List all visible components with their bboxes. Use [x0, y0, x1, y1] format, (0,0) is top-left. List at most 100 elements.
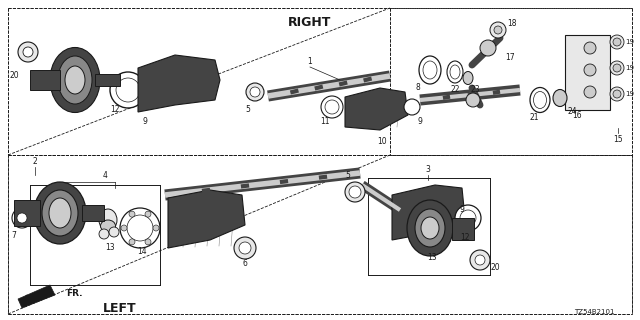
Text: 4: 4 [102, 172, 108, 180]
Circle shape [145, 211, 151, 217]
Text: 14: 14 [137, 247, 147, 257]
Ellipse shape [49, 198, 71, 228]
Ellipse shape [65, 66, 85, 94]
Text: 19: 19 [625, 65, 634, 71]
Circle shape [584, 42, 596, 54]
Bar [565, 35, 610, 110]
Circle shape [610, 61, 624, 75]
Circle shape [584, 64, 596, 76]
Text: 9: 9 [460, 205, 465, 214]
Circle shape [470, 250, 490, 270]
Ellipse shape [100, 220, 115, 232]
Text: 23: 23 [470, 85, 480, 94]
Circle shape [321, 96, 343, 118]
Text: 22: 22 [451, 85, 460, 94]
Circle shape [460, 210, 476, 226]
Circle shape [153, 225, 159, 231]
Text: FR.: FR. [66, 290, 83, 299]
Text: 1: 1 [308, 58, 312, 67]
Text: 13: 13 [427, 253, 437, 262]
Text: 21: 21 [529, 114, 539, 123]
Ellipse shape [58, 56, 92, 104]
Ellipse shape [423, 61, 437, 79]
Text: 24: 24 [567, 108, 577, 116]
Text: 20: 20 [490, 262, 500, 271]
Polygon shape [168, 190, 245, 248]
Ellipse shape [419, 56, 441, 84]
Circle shape [404, 99, 420, 115]
Circle shape [246, 83, 264, 101]
Ellipse shape [530, 87, 550, 113]
Ellipse shape [447, 61, 463, 83]
Polygon shape [345, 88, 408, 130]
Text: TZ54B2101: TZ54B2101 [575, 309, 615, 315]
Text: 10: 10 [377, 138, 387, 147]
Ellipse shape [450, 65, 460, 79]
Circle shape [610, 87, 624, 101]
Polygon shape [392, 185, 465, 240]
Circle shape [610, 35, 624, 49]
Circle shape [145, 239, 151, 245]
Text: 16: 16 [572, 111, 582, 121]
Text: 2: 2 [33, 157, 37, 166]
Circle shape [455, 205, 481, 231]
Text: 7: 7 [12, 230, 17, 239]
Ellipse shape [99, 209, 117, 231]
Ellipse shape [463, 71, 473, 84]
Text: 13: 13 [105, 244, 115, 252]
Circle shape [110, 72, 146, 108]
Ellipse shape [421, 217, 439, 239]
Text: 12: 12 [460, 233, 470, 242]
Circle shape [109, 227, 119, 237]
Ellipse shape [415, 209, 445, 247]
Bar [14, 200, 40, 226]
Polygon shape [18, 285, 55, 308]
Circle shape [12, 208, 32, 228]
Circle shape [116, 78, 140, 102]
Ellipse shape [34, 182, 86, 244]
Circle shape [234, 237, 256, 259]
Text: 5: 5 [346, 172, 351, 180]
Circle shape [250, 87, 260, 97]
Text: 6: 6 [243, 259, 248, 268]
Circle shape [17, 213, 27, 223]
Text: 11: 11 [320, 117, 330, 126]
Text: 9: 9 [417, 117, 422, 126]
Circle shape [99, 229, 109, 239]
Text: LEFT: LEFT [103, 301, 137, 315]
Text: 5: 5 [246, 106, 250, 115]
Circle shape [613, 90, 621, 98]
Circle shape [490, 22, 506, 38]
Text: 19: 19 [625, 91, 634, 97]
Circle shape [584, 86, 596, 98]
Circle shape [480, 40, 496, 56]
Text: 8: 8 [415, 84, 420, 92]
Circle shape [120, 208, 160, 248]
Text: 18: 18 [508, 20, 516, 28]
Polygon shape [138, 55, 220, 112]
Bar [452, 218, 474, 240]
Circle shape [345, 182, 365, 202]
Circle shape [121, 225, 127, 231]
Ellipse shape [534, 92, 547, 108]
Circle shape [325, 100, 339, 114]
Circle shape [127, 215, 153, 241]
Text: 20: 20 [9, 70, 19, 79]
Ellipse shape [407, 200, 453, 256]
Bar [82, 205, 104, 221]
Circle shape [129, 211, 135, 217]
Text: 3: 3 [426, 165, 431, 174]
Text: RIGHT: RIGHT [288, 15, 332, 28]
Circle shape [475, 255, 485, 265]
Text: 17: 17 [505, 53, 515, 62]
Text: 9: 9 [143, 117, 147, 126]
Circle shape [494, 26, 502, 34]
Ellipse shape [42, 190, 78, 236]
Circle shape [613, 64, 621, 72]
Text: 19: 19 [625, 39, 634, 45]
Ellipse shape [50, 47, 100, 113]
Bar [95, 74, 120, 86]
Circle shape [129, 239, 135, 245]
Circle shape [23, 47, 33, 57]
Circle shape [18, 42, 38, 62]
